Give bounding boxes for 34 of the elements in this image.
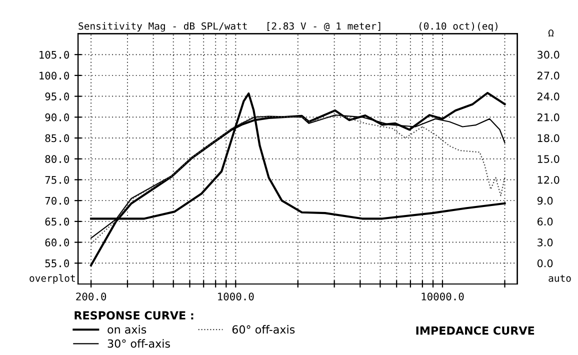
y2-tick-label: 30.0 (538, 50, 560, 59)
y2-tick-label: 15.0 (538, 155, 560, 163)
y2-tick-label: 27.0 (538, 72, 560, 80)
y2-tick-label: 6.0 (537, 218, 553, 226)
y-tick-label: 80.0 (45, 155, 70, 163)
y-tick-label: 65.0 (45, 218, 70, 226)
y-tick-label: 105.0 (40, 50, 70, 59)
y2-tick-label: 18.0 (538, 134, 560, 142)
text: overplot (30, 274, 75, 284)
text: Ω (548, 30, 554, 36)
y2-tick-label: 3.0 (538, 238, 553, 246)
chart-title: Sensitivity Mag - dB SPL/watt [2.83 V - @ 1 meter] (0.10 oct)(eq) (78, 22, 498, 32)
y-tick-label: 70.0 (45, 196, 70, 205)
legend-label: 60° off-axis (232, 325, 295, 334)
y2-tick-label: 9.0 (537, 196, 553, 205)
y-tick-label: 55.0 (45, 259, 70, 268)
y-tick-label: 95.0 (45, 92, 70, 100)
legend-label: on axis (108, 325, 146, 334)
text: IMPEDANCE CURVE (416, 326, 534, 335)
y2-tick-label: 12.0 (538, 176, 560, 184)
y2-tick-label: 0.0 (537, 259, 553, 268)
y2-tick-label: 21.0 (538, 113, 560, 122)
x-tick-label: 10000.0 (422, 292, 464, 300)
y-tick-label: 60.0 (45, 238, 70, 246)
x-tick-label: 200.0 (76, 292, 106, 300)
y2-tick-label: 24.0 (538, 92, 560, 100)
text: auto (548, 274, 571, 282)
legend-title: RESPONSE CURVE : (74, 311, 194, 320)
y-tick-label: 85.0 (45, 134, 70, 142)
legend-label: 30° off-axis (108, 339, 170, 348)
y-tick-label: 90.0 (45, 113, 70, 122)
y-tick-label: 100.0 (40, 72, 70, 80)
y-tick-label: 75.0 (45, 176, 70, 184)
x-tick-label: 1000.0 (218, 292, 254, 300)
